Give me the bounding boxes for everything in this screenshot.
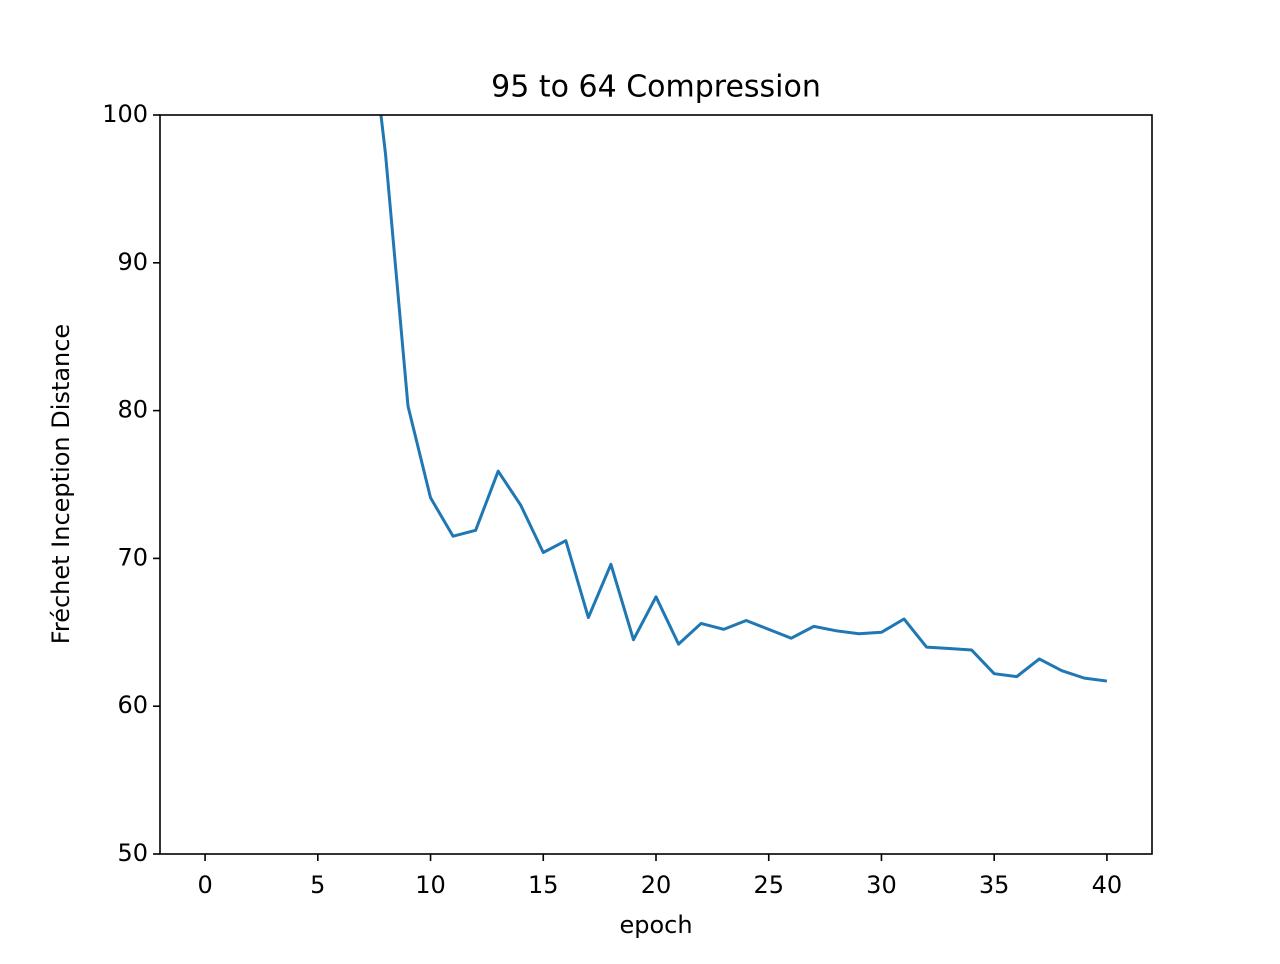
y-tick-label: 90 (117, 248, 148, 276)
x-tick-label: 10 (415, 871, 446, 899)
chart-title: 95 to 64 Compression (491, 70, 821, 105)
x-tick-label: 15 (528, 871, 559, 899)
x-tick-label: 5 (310, 871, 325, 899)
x-tick-label: 40 (1092, 871, 1123, 899)
x-tick-label: 0 (197, 871, 212, 899)
x-tick-label: 35 (979, 871, 1010, 899)
y-tick-label: 60 (117, 691, 148, 719)
plot-area (379, 115, 1108, 683)
x-tick-label: 30 (866, 871, 897, 899)
x-tick-label: 20 (641, 871, 672, 899)
data-line (379, 115, 1108, 683)
x-tick-label: 25 (753, 871, 784, 899)
y-tick-label: 80 (117, 396, 148, 424)
y-tick-label: 70 (117, 543, 148, 571)
plot-frame (159, 114, 1153, 855)
x-axis-label: epoch (619, 911, 692, 939)
y-tick-label: 100 (102, 100, 148, 128)
y-tick-label: 50 (117, 839, 148, 867)
y-axis-label: Fréchet Inception Distance (47, 324, 75, 644)
